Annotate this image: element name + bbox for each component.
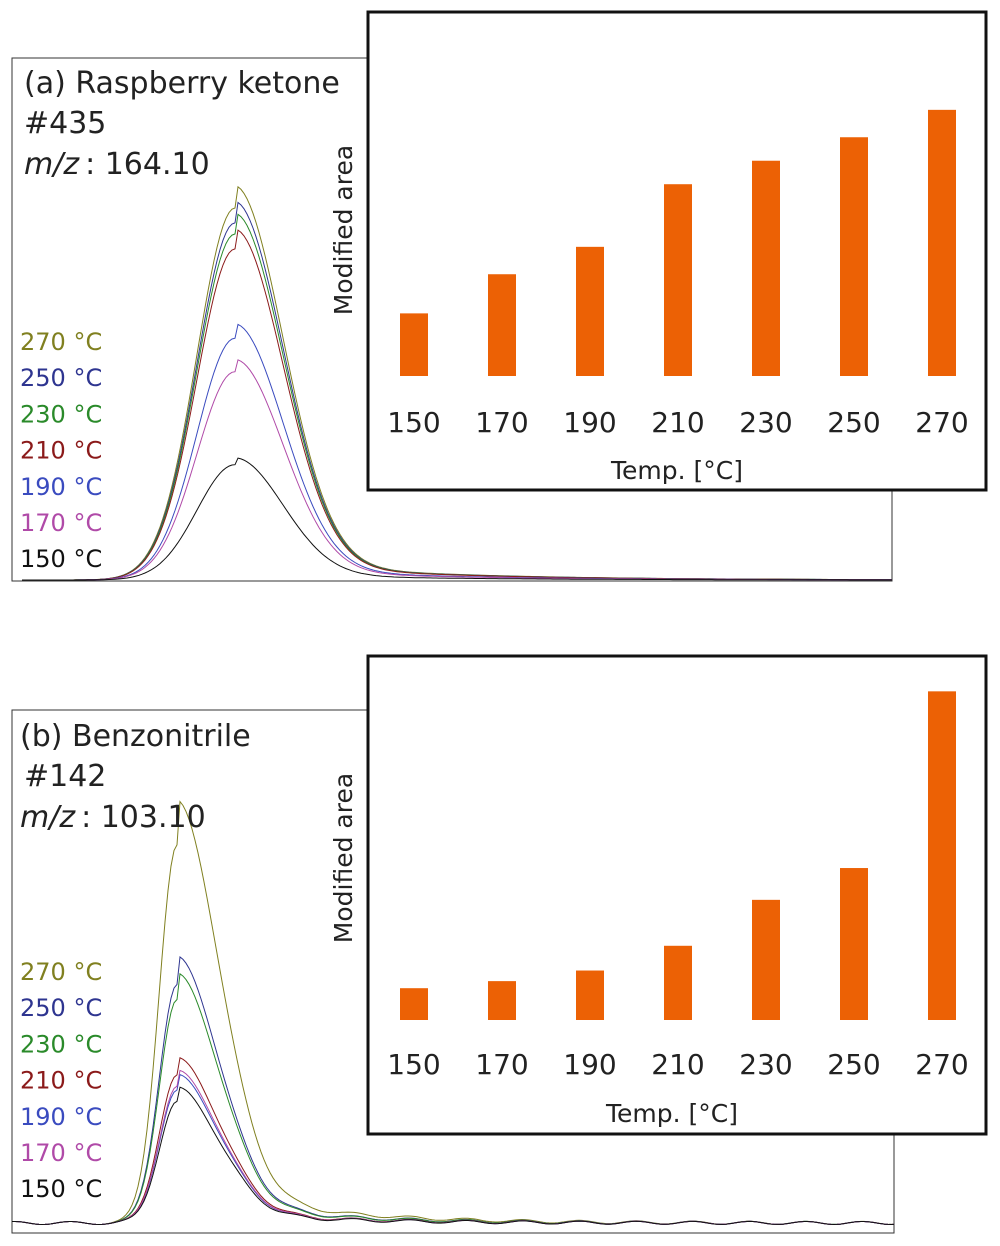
chromatogram-traces — [12, 800, 895, 1226]
bar — [664, 945, 692, 1020]
bar-chart: 150 170 190 210 230 250 270 — [387, 691, 969, 1081]
x-tick-label: 170 — [475, 1048, 528, 1081]
bar — [928, 691, 956, 1020]
mz-value: : 103.10 — [81, 800, 206, 835]
x-tick-label: 270 — [915, 1048, 968, 1081]
inset-frame — [366, 654, 988, 1136]
x-axis-label: Temp. [°C] — [610, 456, 743, 485]
legend-item: 170 °C — [20, 509, 102, 537]
legend-item: 190 °C — [20, 473, 102, 501]
x-tick-label: 250 — [827, 1048, 880, 1081]
mz-value: : 164.10 — [85, 147, 210, 182]
y-axis-label: Modified area — [329, 773, 358, 943]
bar — [488, 274, 516, 376]
legend-item: 210 °C — [20, 1067, 102, 1095]
temperature-legend: 270 °C 250 °C 230 °C 210 °C 190 °C 170 °C 150 … — [20, 328, 102, 573]
legend-item: 150 °C — [20, 1175, 102, 1203]
compound-title: (a) Raspberry ketone — [24, 66, 340, 101]
bar — [400, 313, 428, 376]
panel-b: (b) Benzonitrile #142 m/z: 103.10 270 °C… — [0, 640, 1000, 1240]
legend-item: 210 °C — [20, 437, 102, 465]
compound-title: (b) Benzonitrile — [20, 719, 251, 754]
x-tick-label: 190 — [563, 406, 616, 439]
bar — [400, 988, 428, 1020]
x-tick-label: 270 — [915, 406, 968, 439]
bar — [752, 160, 780, 376]
x-tick-label: 170 — [475, 406, 528, 439]
panel-a-svg: (a) Raspberry ketone #435 m/z: 164.10 27… — [11, 10, 988, 582]
bar — [576, 970, 604, 1020]
mz-label: m/z — [20, 800, 76, 835]
x-tick-label: 210 — [651, 406, 704, 439]
legend-item: 150 °C — [20, 545, 102, 573]
bar — [664, 184, 692, 376]
scan-number: #142 — [24, 759, 106, 794]
panel-b-svg: (b) Benzonitrile #142 m/z: 103.10 270 °C… — [11, 654, 988, 1234]
legend-item: 250 °C — [20, 994, 102, 1022]
bar — [576, 246, 604, 376]
legend-item: 270 °C — [20, 328, 102, 356]
legend-item: 230 °C — [20, 1030, 102, 1058]
x-tick-label: 210 — [651, 1048, 704, 1081]
bar — [928, 109, 956, 377]
chromatogram-trace — [12, 1086, 895, 1226]
bar-chart: 150 170 190 210 230 250 270 — [387, 109, 969, 439]
bar — [488, 981, 516, 1020]
bar — [840, 137, 868, 376]
legend-item: 190 °C — [20, 1103, 102, 1131]
legend-item: 250 °C — [20, 364, 102, 392]
x-tick-label: 230 — [739, 1048, 792, 1081]
x-tick-label: 230 — [739, 406, 792, 439]
chromatogram-traces — [22, 185, 892, 581]
legend-item: 170 °C — [20, 1139, 102, 1167]
bar — [752, 899, 780, 1020]
temperature-legend: 270 °C 250 °C 230 °C 210 °C 190 °C 170 °C 150 … — [20, 958, 102, 1203]
mz-label: m/z — [24, 147, 80, 182]
panel-a: (a) Raspberry ketone #435 m/z: 164.10 27… — [0, 0, 1000, 600]
bar — [840, 868, 868, 1020]
chromatogram-trace — [22, 457, 892, 581]
legend-item: 230 °C — [20, 400, 102, 428]
scan-number: #435 — [24, 106, 106, 141]
y-axis-label: Modified area — [329, 145, 358, 315]
x-tick-label: 250 — [827, 406, 880, 439]
x-tick-label: 190 — [563, 1048, 616, 1081]
legend-item: 270 °C — [20, 958, 102, 986]
x-axis-label: Temp. [°C] — [605, 1099, 738, 1128]
mz-readout: m/z: 164.10 — [24, 147, 210, 182]
mz-readout: m/z: 103.10 — [20, 800, 206, 835]
x-tick-label: 150 — [387, 406, 440, 439]
x-tick-label: 150 — [387, 1048, 440, 1081]
